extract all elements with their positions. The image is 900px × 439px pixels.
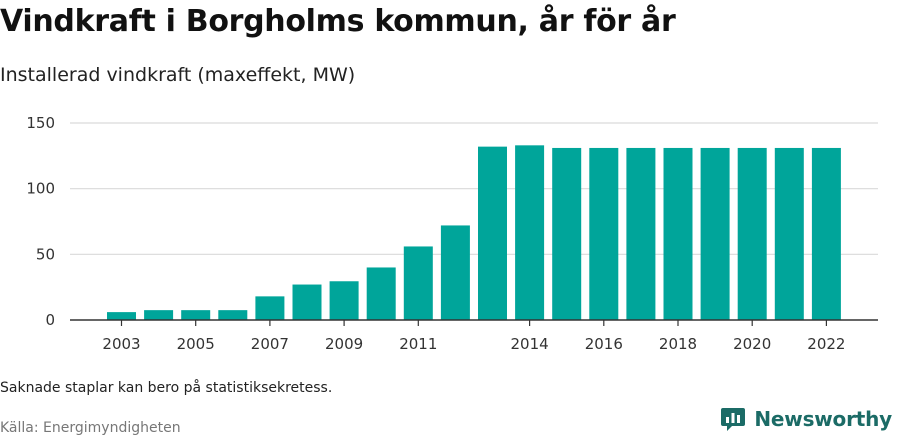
bar-2008 xyxy=(292,284,322,320)
y-tick-label: 50 xyxy=(36,245,55,263)
bar-2006 xyxy=(218,310,248,320)
bar-2009 xyxy=(329,281,359,320)
bar-2020 xyxy=(737,147,767,320)
x-tick-label: 2009 xyxy=(325,335,363,353)
y-tick-label: 150 xyxy=(26,114,55,132)
newsworthy-brand: Newsworthy xyxy=(720,406,892,432)
bars xyxy=(107,145,841,320)
source-credit: Källa: Energimyndigheten xyxy=(0,420,181,436)
x-tick-label: 2016 xyxy=(585,335,623,353)
chart-subtitle: Installerad vindkraft (maxeffekt, MW) xyxy=(0,64,356,86)
bar-2018 xyxy=(663,147,693,320)
bar-2011 xyxy=(403,246,433,320)
bar-2010 xyxy=(366,267,396,320)
newsworthy-logo-icon xyxy=(721,408,746,431)
bar-2005 xyxy=(181,310,211,320)
bar-2015 xyxy=(552,147,582,320)
bar-chart: 0 50 100 150 2003 2005 2007 2009 2011 2014 2016 201… xyxy=(26,114,878,353)
bar-2012 xyxy=(440,225,470,320)
bar-2017 xyxy=(626,147,656,320)
footnote: Saknade staplar kan bero på statistiksek… xyxy=(0,380,333,396)
y-tick-label: 100 xyxy=(26,180,55,198)
bar-2021 xyxy=(774,147,804,320)
x-tick-label: 2003 xyxy=(102,335,140,353)
y-tick-label: 0 xyxy=(45,311,55,329)
bar-2022 xyxy=(811,147,841,320)
x-tick-label: 2011 xyxy=(399,335,437,353)
bar-2016 xyxy=(589,147,619,320)
brand-name: Newsworthy xyxy=(754,407,892,431)
x-tick-label: 2022 xyxy=(807,335,845,353)
bar-2019 xyxy=(700,147,730,320)
axes: 0 50 100 150 2003 2005 2007 2009 2011 2014 2016 201… xyxy=(26,114,878,353)
x-tick-label: 2014 xyxy=(511,335,549,353)
chart-title: Vindkraft i Borgholms kommun, år för år xyxy=(0,4,676,39)
x-tick-label: 2020 xyxy=(733,335,771,353)
x-tick-label: 2007 xyxy=(251,335,289,353)
x-tick-label: 2018 xyxy=(659,335,697,353)
bar-2003 xyxy=(107,312,136,320)
x-tick-label: 2005 xyxy=(177,335,215,353)
bar-2004 xyxy=(144,310,174,320)
bar-2007 xyxy=(255,296,285,320)
bar-2014 xyxy=(515,145,545,320)
bar-2013 xyxy=(478,146,507,320)
